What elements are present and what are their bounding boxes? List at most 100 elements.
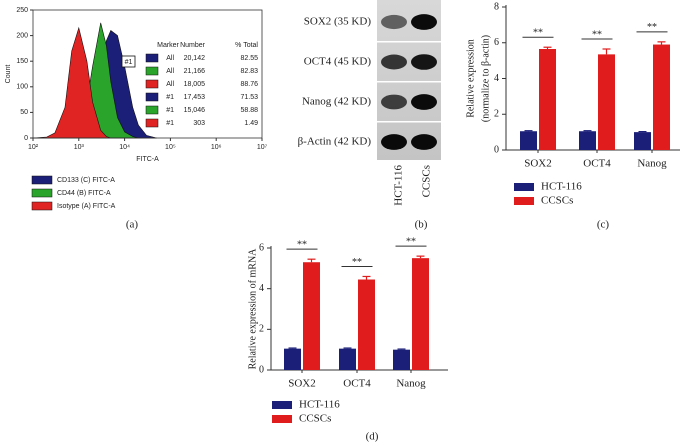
x-tick-label: 10⁷ xyxy=(257,144,268,151)
table-swatch xyxy=(145,118,159,128)
x-tick-label: 10⁵ xyxy=(165,144,176,151)
bar xyxy=(303,262,320,370)
bar xyxy=(634,132,651,150)
table-cell: All xyxy=(166,81,174,88)
bar xyxy=(539,49,556,150)
significance-label: ** xyxy=(406,236,416,247)
lane-label: CCSCs xyxy=(421,165,433,197)
legend-label: HCT-116 xyxy=(541,181,582,193)
significance-label: ** xyxy=(352,257,362,268)
table-cell: 15,046 xyxy=(184,107,206,114)
y-tick-label: 250 xyxy=(16,7,28,14)
y-tick-label: 150 xyxy=(16,58,28,65)
bar xyxy=(393,349,410,370)
table-cell: #1 xyxy=(166,120,174,127)
y-tick-label: 200 xyxy=(16,32,28,39)
y-tick-label: 2 xyxy=(494,109,499,120)
x-tick-label: SOX2 xyxy=(524,158,552,170)
table-cell: 1.49 xyxy=(244,120,258,127)
x-tick-label: 10² xyxy=(28,144,39,151)
blot-band xyxy=(381,94,407,110)
legend-label: CCSCs xyxy=(541,195,573,207)
legend-swatch xyxy=(514,197,534,205)
table-swatch xyxy=(145,105,159,115)
plot-frame xyxy=(32,9,263,139)
x-tick-label: 10³ xyxy=(74,144,85,151)
blot-row-separator xyxy=(377,81,441,83)
legend-swatch xyxy=(272,415,292,423)
significance-label: ** xyxy=(647,22,657,33)
blot-row-separator xyxy=(377,161,441,163)
bar xyxy=(412,258,429,370)
blot-row-label: OCT4 (45 KD) xyxy=(304,56,372,68)
y-tick-label: 0 xyxy=(24,135,28,142)
legend-label: CCSCs xyxy=(299,413,331,425)
blot-band xyxy=(381,134,407,150)
panel-label: (a) xyxy=(126,219,139,231)
gate-label: #1 xyxy=(125,59,133,66)
table-cell: 58.88 xyxy=(240,107,258,114)
y-tick-label: 0 xyxy=(494,144,499,155)
table-cell: #1 xyxy=(166,94,174,101)
legend-swatch xyxy=(31,188,53,198)
legend-swatch xyxy=(514,183,534,191)
bar xyxy=(284,348,301,370)
blot-row-separator xyxy=(377,41,441,43)
x-tick-label: Nanog xyxy=(637,158,667,170)
blot-row-label: Nanog (42 KD) xyxy=(302,96,371,108)
legend-swatch xyxy=(272,401,292,409)
y-tick-label: 6 xyxy=(494,37,499,48)
table-cell: 71.53 xyxy=(240,94,258,101)
significance-label: ** xyxy=(533,28,543,39)
y-tick-label: 100 xyxy=(16,84,28,91)
table-swatch xyxy=(145,79,159,89)
table-cell: All xyxy=(166,68,174,75)
bar xyxy=(358,279,375,370)
y-axis-label: Count xyxy=(5,65,12,84)
blot-row-label: SOX2 (35 KD) xyxy=(304,16,372,28)
legend-swatch xyxy=(31,175,53,185)
gate-box xyxy=(121,55,136,68)
blot-band xyxy=(411,134,437,150)
y-axis-label: Relative expression of mRNA xyxy=(247,248,258,370)
legend-label: HCT-116 xyxy=(299,399,340,411)
x-tick-label: SOX2 xyxy=(288,378,316,390)
y-tick-label: 0 xyxy=(259,364,264,375)
bar xyxy=(339,348,356,370)
y-axis-label: (normalize to β-actin) xyxy=(480,35,491,122)
bar xyxy=(653,44,670,150)
blot-row-separator xyxy=(377,121,441,123)
table-cell: 82.55 xyxy=(240,55,258,62)
y-tick-label: 4 xyxy=(259,283,264,294)
legend-swatch xyxy=(31,201,53,211)
legend-label: Isotype (A) FITC-A xyxy=(57,203,116,210)
table-swatch xyxy=(145,53,159,63)
table-header: Marker xyxy=(157,42,179,49)
x-tick-label: 10⁶ xyxy=(211,144,222,151)
x-axis-label: FITC-A xyxy=(136,156,159,163)
panel-label: (d) xyxy=(366,431,379,443)
table-swatch xyxy=(145,66,159,76)
table-cell: 17,453 xyxy=(184,94,206,101)
significance-label: ** xyxy=(297,239,307,250)
panel-label: (c) xyxy=(597,219,610,231)
table-cell: 82.83 xyxy=(240,68,258,75)
table-header: Number xyxy=(180,42,206,49)
table-cell: 88.76 xyxy=(240,81,258,88)
blot-band xyxy=(381,14,407,30)
legend-label: CD44 (B) FITC-A xyxy=(57,190,111,197)
legend-label: CD133 (C) FITC-A xyxy=(57,177,115,184)
x-tick-label: 10⁴ xyxy=(119,144,130,151)
panel-label: (b) xyxy=(415,219,428,231)
blot-band xyxy=(411,14,437,30)
table-cell: 20,142 xyxy=(184,55,206,62)
table-cell: 18,005 xyxy=(184,81,206,88)
bar xyxy=(579,131,596,150)
y-tick-label: 8 xyxy=(494,1,499,12)
significance-label: ** xyxy=(592,29,602,40)
table-cell: All xyxy=(166,55,174,62)
y-tick-label: 2 xyxy=(259,324,264,335)
y-tick-label: 4 xyxy=(494,73,499,84)
blot-band xyxy=(411,94,437,110)
